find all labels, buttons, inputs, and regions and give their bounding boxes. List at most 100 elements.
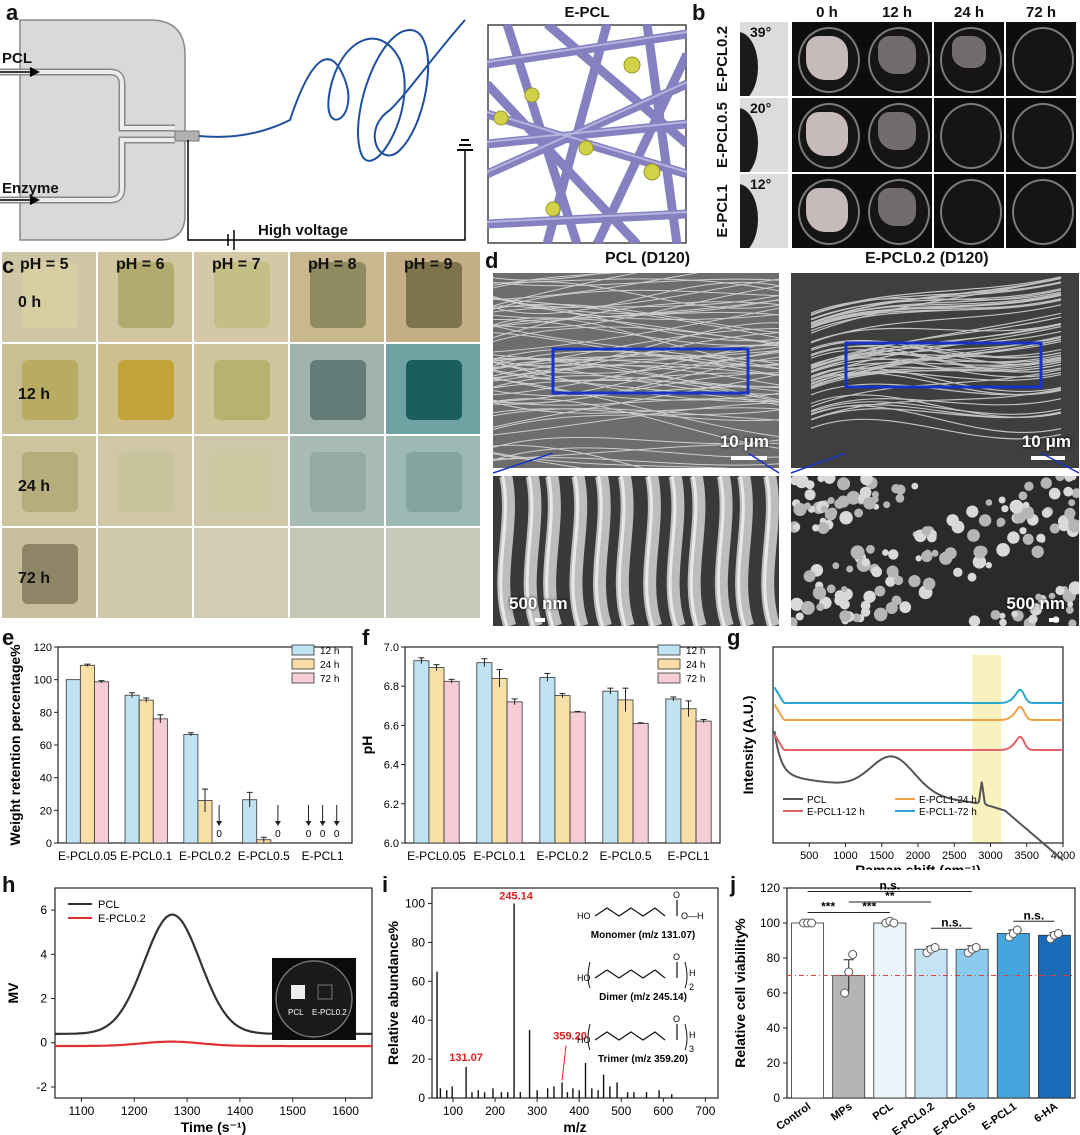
ph-label-4: pH = 9: [404, 256, 453, 273]
panel-b: b 0 h 12 h 24 h 72 h E-PCL0.2 39° E-PCL0.5 20° E…: [692, 0, 1080, 250]
sem-epcl-fibers: [791, 273, 1079, 468]
hydrogel-sample: [310, 360, 366, 420]
legend-label: 24 h: [686, 660, 705, 671]
replicate-point: [930, 943, 940, 952]
enzyme-particle: [832, 562, 840, 570]
atom-oh: O—H: [681, 911, 704, 921]
bar: [476, 662, 493, 844]
enzyme-particle: [924, 549, 931, 557]
enzyme-particle: [999, 612, 1006, 619]
hydrogel-cell-2-1: [98, 436, 192, 526]
x-category-label: E-PCL1: [302, 849, 344, 863]
hydrogel-cell-2-3: [290, 436, 384, 526]
enzyme-particle: [1071, 488, 1079, 499]
enzyme-particle: [839, 511, 853, 525]
dish-photo-1-1: [862, 98, 932, 172]
x-tick-label: 2500: [942, 850, 966, 862]
replicate-point: [844, 967, 854, 977]
hydrogel-cell-0-3: [290, 252, 384, 342]
x-category-label: E-PCL0.5: [238, 849, 290, 863]
hydrogel-sample: [214, 360, 270, 420]
fiber-strand: [493, 457, 779, 466]
bar: [996, 933, 1030, 1099]
enzyme-particle: [1058, 519, 1070, 532]
fiber-highlight: [689, 476, 699, 626]
enzyme-particle: [871, 566, 882, 578]
enzyme-particle: [817, 522, 830, 534]
chart-e-weight-retention: 0 20 40 60 80 100 120 E-PCL0.05 12 h 24 h 72 h E-PC…: [7, 642, 353, 863]
legend-swatch: [291, 672, 315, 684]
fiber-strand: [493, 281, 779, 315]
zero-label: 0: [306, 829, 312, 840]
zero-label: 0: [334, 829, 340, 840]
legend-label: 72 h: [320, 674, 339, 685]
series-line: [773, 733, 1063, 751]
y-tick-label: 0: [40, 1036, 47, 1050]
hydrogel-sample: [118, 544, 174, 604]
y-tick-label: 40: [40, 773, 52, 785]
enzyme-particle: [793, 523, 801, 531]
inset-sample-epcl: [317, 984, 333, 1000]
fiber-closeup: [714, 476, 734, 626]
bar: [873, 922, 907, 1099]
legend-swatch: [657, 658, 681, 670]
enzyme-particle: [841, 586, 848, 593]
y-axis-label: Weight retention percentage%: [7, 644, 23, 846]
fiber-strand: [810, 398, 1062, 412]
panel-g: g 500 1000 1500 2000 2500 3000 3500 4000 PCL E-PC…: [725, 625, 1080, 870]
replicate-point: [971, 943, 981, 952]
fiber-strand: [493, 322, 779, 367]
droplet-shape: [740, 184, 758, 248]
structure-0: O HO O—H Monomer (m/z 131.07): [577, 890, 704, 941]
enzyme-particle: [839, 610, 851, 622]
enzyme-particle: [908, 575, 921, 588]
enzyme-particle: [1011, 610, 1018, 618]
y-tick-label: 20: [767, 1056, 781, 1070]
enzyme-particle: [1067, 601, 1074, 608]
dish-photo-2-1: [862, 174, 932, 248]
sem-pcl-low-mag: 10 μm: [493, 273, 779, 468]
fiber-closeup: [666, 476, 686, 626]
fiber-strand: [810, 281, 1062, 316]
sem-pcl-highmag-fibers: [493, 476, 779, 626]
hydrogel-sample: [406, 360, 462, 420]
enzyme-particle: [791, 597, 804, 611]
fiber-closeup: [543, 476, 562, 626]
bar: [428, 667, 445, 844]
fiber-closeup: [497, 476, 517, 626]
enzyme-particle: [801, 601, 815, 615]
structure-name: Monomer (m/z 131.07): [591, 930, 695, 941]
x-tick-label: 1500: [870, 850, 894, 862]
sem-left-title: PCL (D120): [605, 250, 691, 267]
bar: [554, 695, 571, 844]
bar: [413, 660, 430, 844]
hydrogel-sample: [310, 544, 366, 604]
fiber-highlight: [716, 476, 726, 626]
zero-label: 0: [216, 829, 222, 840]
y-tick-label: 80: [767, 951, 781, 965]
bar: [124, 694, 140, 844]
repeat-count: 3: [689, 1044, 694, 1054]
dish-photo-2-3: [1006, 174, 1076, 248]
fiber-highlight: [763, 476, 773, 626]
row-label-0: E-PCL0.2: [714, 26, 731, 92]
enzyme-particle: [996, 543, 1010, 557]
enzyme-particle: [1028, 614, 1038, 624]
enzyme-particle: [921, 526, 932, 536]
fiber-strand: [493, 408, 779, 421]
legend-label: PCL: [98, 899, 119, 911]
fiber-highlight: [545, 476, 555, 626]
sem-right-title: E-PCL0.2 (D120): [865, 250, 989, 267]
scale-label-epcl-bottom: 500 nm: [1006, 594, 1065, 613]
panel-c: c pH = 5 pH = 6 pH = 7 pH = 8 pH = 9 0 h 12 h 2…: [0, 250, 485, 625]
significance-label: n.s.: [941, 915, 962, 929]
bar: [79, 664, 95, 844]
hydrogel-cell-0-2: [194, 252, 288, 342]
replicate-point: [889, 918, 899, 928]
droplet-shape: [740, 32, 758, 96]
panel-a: a PCL Enzyme High voltage: [0, 0, 480, 250]
mesh-title: E-PCL: [564, 4, 610, 21]
atom-o: O: [673, 952, 680, 962]
electrospinning-schematic: [0, 19, 473, 250]
